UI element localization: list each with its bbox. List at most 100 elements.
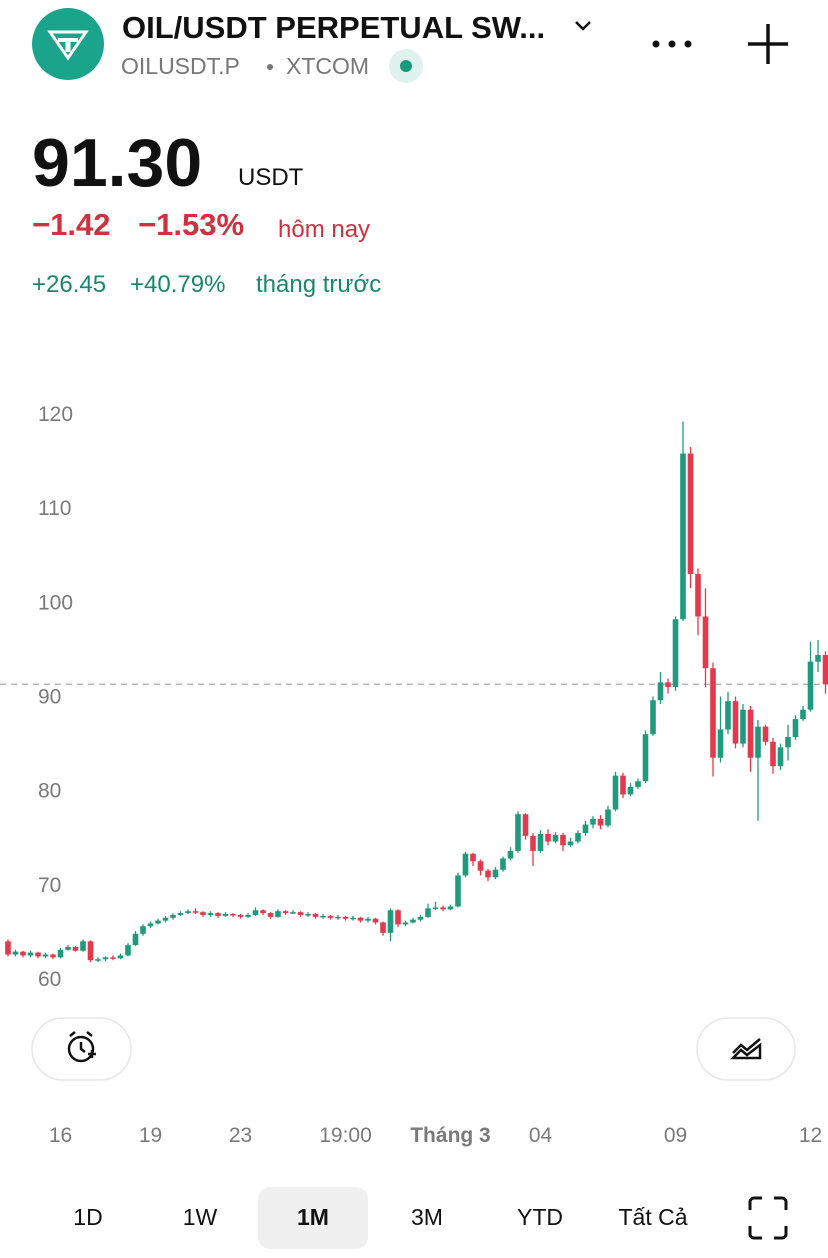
candle-body <box>642 734 649 782</box>
range-button[interactable]: 1W <box>183 1204 218 1230</box>
candle-body <box>87 941 94 961</box>
candle-body <box>20 951 26 956</box>
candle-body <box>222 914 229 916</box>
candle-body <box>725 701 731 730</box>
candle-body <box>417 916 424 920</box>
candle-body <box>545 833 551 842</box>
candle-body <box>65 946 71 950</box>
candle-body <box>612 775 619 810</box>
candle-body <box>627 786 634 795</box>
candle-body <box>380 922 386 933</box>
candle-body <box>27 952 34 956</box>
candle-body <box>305 914 311 916</box>
candle-body <box>605 809 611 826</box>
candle-body <box>522 814 529 836</box>
day-label: hôm nay <box>278 216 370 243</box>
candle-body <box>357 917 364 921</box>
candle-body <box>552 834 559 842</box>
alert-button[interactable] <box>31 1017 132 1081</box>
y-tick-label: 110 <box>38 497 71 520</box>
range-button[interactable]: 1M <box>297 1204 329 1230</box>
candle-body <box>230 914 236 916</box>
candle-body <box>455 875 461 907</box>
range-button[interactable]: YTD <box>517 1204 563 1230</box>
candle-body <box>342 916 349 919</box>
logo <box>32 8 104 80</box>
candle-body <box>567 841 574 846</box>
chevron[interactable] <box>575 21 591 31</box>
y-tick-label: 100 <box>38 591 73 614</box>
currency: USDT <box>238 164 304 191</box>
candle-body <box>200 912 206 915</box>
candle-body <box>350 917 356 920</box>
selected-range <box>258 1187 368 1249</box>
status-dot <box>400 60 412 72</box>
candle-body <box>732 701 739 744</box>
fullscreen-button[interactable] <box>748 1196 788 1240</box>
month-change-pct: +40.79% <box>130 271 225 298</box>
candle-body <box>665 682 671 688</box>
range-button[interactable]: 1D <box>73 1204 102 1230</box>
candle-body <box>185 911 191 914</box>
candle-body <box>710 668 716 758</box>
candle-body <box>470 853 476 862</box>
candle-body <box>320 915 326 918</box>
candle-body <box>597 818 604 826</box>
candle-body <box>792 719 799 737</box>
y-tick-label: 90 <box>38 686 61 709</box>
candle-body <box>620 775 626 795</box>
candle-body <box>687 453 694 575</box>
add-button[interactable] <box>748 24 788 64</box>
candle-body <box>365 918 371 921</box>
candle-body <box>650 700 656 735</box>
day-change: −1.42 <box>32 207 110 242</box>
candle-body <box>132 933 139 946</box>
candle-body <box>177 913 184 915</box>
more-button[interactable] <box>652 40 692 48</box>
candle-body <box>635 781 641 787</box>
candle-body <box>507 850 514 859</box>
candle-body <box>140 926 146 934</box>
candle-body <box>170 914 176 918</box>
x-tick-label: 09 <box>664 1124 687 1147</box>
indicator-button[interactable] <box>696 1017 796 1081</box>
x-tick-label: 19 <box>139 1124 162 1147</box>
candle-body <box>50 954 56 958</box>
candle-body <box>672 619 679 688</box>
candle-body <box>740 709 746 744</box>
range-button[interactable]: Tất Cả <box>618 1204 687 1230</box>
candle-body <box>785 736 791 748</box>
candle-body <box>575 833 581 842</box>
candle-body <box>57 949 64 958</box>
x-tick-label: 12 <box>799 1124 822 1147</box>
y-tick-label: 80 <box>38 780 61 803</box>
candle-body <box>717 729 724 758</box>
y-tick-label: 120 <box>38 403 73 426</box>
candle-body <box>95 959 101 961</box>
candle-body <box>410 919 416 923</box>
candle-body <box>395 910 401 925</box>
candle-body <box>747 709 754 758</box>
candle-body <box>500 858 506 870</box>
candle-body <box>560 834 566 846</box>
candle-body <box>125 945 131 956</box>
range-button[interactable]: 3M <box>411 1204 443 1230</box>
candle-body <box>425 908 431 917</box>
candle-body <box>155 920 161 924</box>
separator <box>267 64 273 70</box>
x-tick-label: 23 <box>229 1124 252 1147</box>
title[interactable]: OIL/USDT PERPETUAL SW... <box>122 10 545 45</box>
candle-body <box>245 914 251 917</box>
x-tick-label: 04 <box>529 1124 553 1147</box>
candle-body <box>35 952 41 957</box>
candle-body <box>657 682 664 701</box>
candle-body <box>695 574 701 617</box>
chart: 60 70 80 90 100 110 120 16 19 23 19:00 Tháng 3 04 09 1… <box>0 403 828 1147</box>
candle-body <box>770 741 776 767</box>
candle-body <box>252 910 259 915</box>
candle-body <box>807 661 814 710</box>
candle-body <box>117 955 124 959</box>
candle-body <box>582 824 589 834</box>
